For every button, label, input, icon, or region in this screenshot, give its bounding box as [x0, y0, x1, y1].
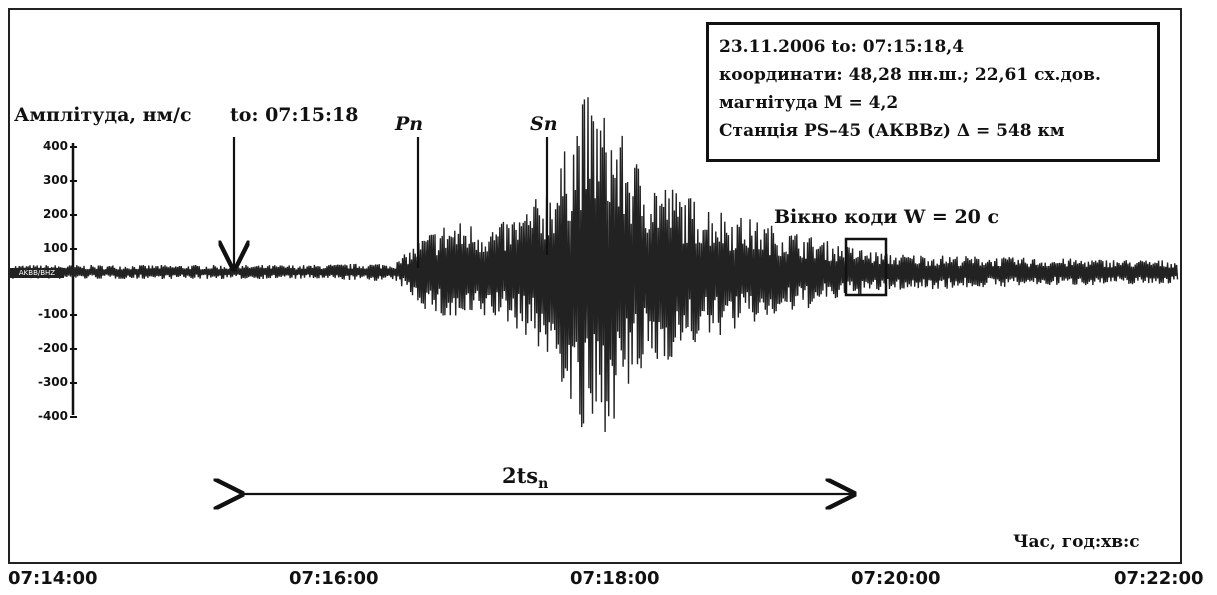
interval-label-main: 2ts	[502, 463, 539, 488]
interval-label-sub: n	[538, 476, 549, 493]
x-tick-label: 07:16:00	[289, 568, 379, 589]
chart-frame	[8, 8, 1182, 564]
y-tick-label: 100	[42, 241, 68, 255]
sn-phase-label: Sn	[530, 113, 558, 135]
y-tick-label: 200	[42, 207, 68, 221]
x-tick-label: 07:14:00	[8, 568, 98, 589]
x-tick-label: 07:20:00	[851, 568, 941, 589]
coda-window-label: Вікно коди W = 20 с	[774, 206, 1000, 228]
seismogram-trace	[11, 97, 1179, 433]
x-tick-label: 07:22:00	[1114, 568, 1204, 589]
interval-label: 2tsn	[502, 463, 548, 492]
info-date-line: 23.11.2006 to: 07:15:18,4	[719, 37, 965, 57]
y-tick-label: -200	[37, 341, 68, 355]
y-tick-label: 400	[42, 139, 68, 153]
info-coordinates-line: координати: 48,28 пн.ш.; 22,61 сх.дов.	[719, 65, 1101, 85]
info-station-line: Станція PS–45 (АКВВz) Δ = 548 км	[719, 121, 1065, 141]
x-axis-title: Час, год:хв:с	[1013, 532, 1140, 552]
event-info-box: 23.11.2006 to: 07:15:18,4 координати: 48…	[706, 22, 1160, 162]
y-tick-label: -300	[37, 375, 68, 389]
y-axis-label: Амплітуда, нм/с	[14, 104, 192, 126]
y-tick-label: -100	[37, 307, 68, 321]
y-tick-marks	[70, 146, 77, 418]
origin-time-label: to: 07:15:18	[230, 104, 359, 126]
info-magnitude-line: магнітуда M = 4,2	[719, 93, 899, 113]
y-tick-label: 300	[42, 173, 68, 187]
station-tag: AKBB/BHZ	[10, 268, 64, 278]
x-tick-label: 07:18:00	[570, 568, 660, 589]
pn-phase-label: Pn	[395, 113, 424, 135]
coda-window-box	[844, 237, 888, 297]
y-tick-label: -400	[37, 409, 68, 423]
